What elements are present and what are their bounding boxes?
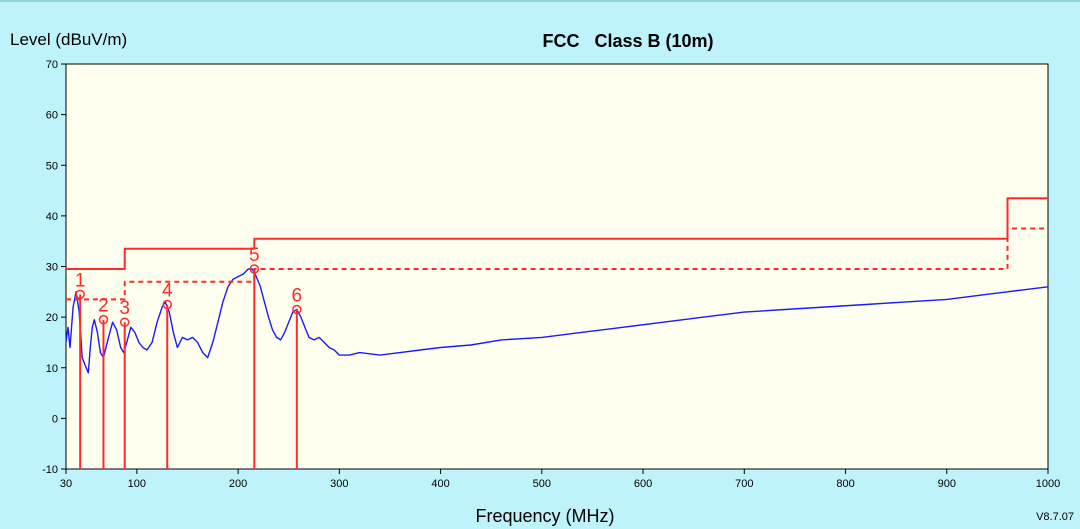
x-tick-label: 200 [229,478,247,490]
marker-point [98,314,109,325]
chart-title: FCC Class B (10m) [542,31,713,51]
marker-label: 4 [162,280,173,301]
marker-label: 5 [249,245,260,266]
marker-label: 2 [98,296,109,317]
plot-area [65,63,1049,470]
x-tick-label: 400 [431,478,449,490]
y-tick-label: 30 [46,262,58,274]
y-axis-label: Level (dBuV/m) [10,30,127,49]
y-tick-label: 40 [46,211,58,223]
x-tick-label: 300 [330,478,348,490]
x-tick-label: 600 [634,478,652,490]
series-layer [65,197,1049,374]
y-tick-label: 10 [46,363,58,375]
marker-point [119,317,130,327]
y-tick-label: -10 [42,464,58,476]
limit-line-solid [66,197,1048,270]
x-tick-label: 900 [938,478,956,490]
markers-layer: 12 3 4 5 6 [75,245,302,469]
version-label: V8.7.07 [1036,511,1074,523]
marker-point [162,299,172,310]
x-tick-label: 700 [735,478,753,490]
x-axis-label: Frequency (MHz) [475,506,614,526]
marker-label: 6 [292,286,303,307]
y-tick-label: 50 [46,160,58,172]
x-tick-label: 500 [533,478,551,490]
measurement-trace [65,268,1049,374]
marker-point [249,264,260,274]
y-tick-label: 0 [52,413,58,425]
x-tick-label: 100 [128,478,146,490]
x-tick-label: 30 [60,478,72,490]
marker-label: 1 [75,270,86,291]
marker-point [75,289,85,300]
marker-label: 3 [119,298,130,319]
axis-ticks: -10 0 10 20 30 40 50 60 70 30 100 200 300 400 500 600 70… [42,59,1060,490]
x-tick-label: 800 [836,478,854,490]
y-tick-label: 20 [46,312,58,324]
marker-point [292,304,302,315]
y-tick-label: 60 [46,110,58,122]
y-tick-label: 70 [46,59,58,71]
x-tick-label: 1000 [1036,478,1060,490]
